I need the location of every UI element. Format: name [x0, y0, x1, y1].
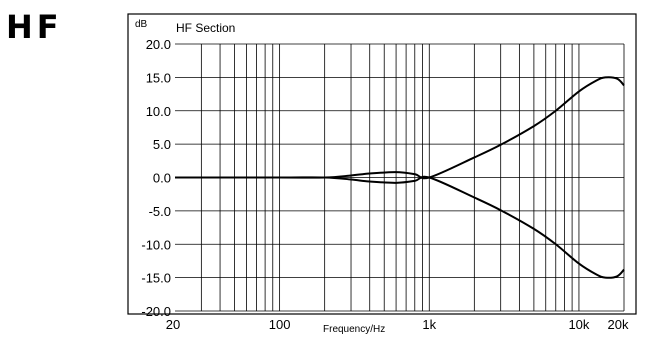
y-tick-label: 10.0: [146, 104, 171, 119]
x-tick-label: 1k: [422, 317, 436, 332]
y-tick-label: 5.0: [153, 137, 171, 152]
y-tick-label: 15.0: [146, 70, 171, 85]
cut-curve: [175, 175, 625, 279]
x-tick-label: 20: [166, 317, 180, 332]
y-axis-label: dB: [135, 19, 148, 30]
y-tick-label: -20.0: [141, 304, 171, 319]
x-axis-label: Frequency/Hz: [323, 324, 385, 335]
y-tick-labels: 20.0 15.0 10.0 5.0 0.0 -5.0 -10.0 -15.0 -20.0: [141, 37, 171, 319]
chart-frame: [127, 13, 637, 315]
x-tick-label: 100: [269, 317, 291, 332]
x-tick-label: 10k: [568, 317, 589, 332]
y-tick-label: -10.0: [141, 237, 171, 252]
y-tick-label: 0.0: [153, 171, 171, 186]
y-tick-label: -5.0: [149, 204, 171, 219]
grid: [175, 43, 625, 312]
curves: [175, 76, 625, 279]
chart-title: HF Section: [176, 21, 235, 35]
x-tick-labels: 20 100 1k 10k 20k: [166, 317, 629, 332]
section-heading: HF: [6, 8, 63, 46]
y-tick-label: -15.0: [141, 271, 171, 286]
x-tick-label: 20k: [608, 317, 629, 332]
boost-curve: [175, 76, 625, 180]
y-tick-label: 20.0: [146, 37, 171, 52]
